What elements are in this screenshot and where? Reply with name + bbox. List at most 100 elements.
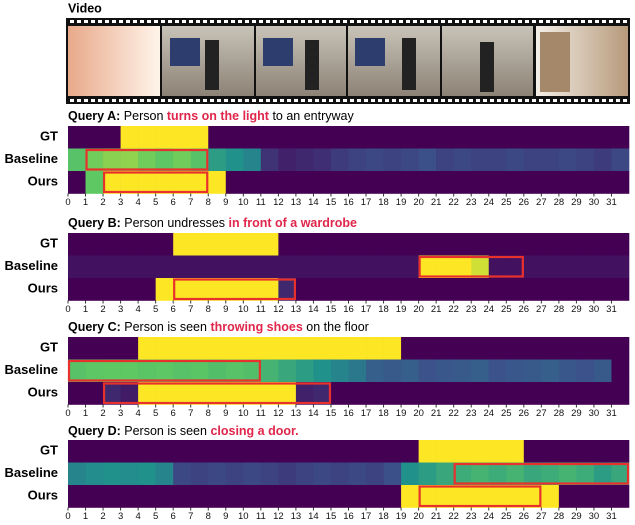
heatmap-cell	[523, 148, 542, 172]
heatmap-cell	[523, 382, 542, 405]
heatmap-cell	[541, 485, 560, 508]
heatmap-cell	[593, 462, 612, 486]
heatmap-cell	[383, 462, 402, 486]
heatmap-cell	[436, 148, 454, 172]
heatmap-cell	[558, 255, 577, 279]
heatmap-cell	[208, 337, 227, 360]
heatmap-cell	[611, 382, 630, 405]
heatmap-cell	[225, 126, 244, 149]
heatmap-cell	[313, 337, 332, 360]
x-tick-label: 18	[378, 408, 389, 419]
heatmap-cell	[401, 233, 419, 256]
heatmap-cell	[488, 337, 507, 360]
heatmap-cell	[593, 440, 612, 463]
x-tick-label: 24	[483, 197, 494, 208]
heatmap-cell	[611, 171, 630, 194]
x-tick-label: 31	[606, 408, 617, 419]
heatmap-cell	[260, 440, 279, 463]
heatmap-cell	[103, 462, 121, 486]
x-tick-label: 3	[118, 511, 123, 522]
heatmap-cell	[523, 485, 542, 508]
x-tick-label: 17	[361, 304, 372, 315]
x-tick-label: 31	[606, 197, 617, 208]
heatmap-cell	[243, 233, 262, 256]
x-tick-label: 4	[135, 304, 140, 315]
heatmap-cell	[558, 337, 577, 360]
heatmap-cell	[541, 382, 560, 405]
heatmap-cell	[506, 278, 525, 301]
heatmap-cell	[541, 255, 560, 279]
heatmap-cell	[85, 171, 104, 194]
heatmap-cell	[523, 171, 542, 194]
heatmap-cell	[418, 359, 437, 383]
row-label: GT	[40, 129, 58, 144]
query-title-part: Person is seen	[121, 320, 211, 334]
heatmap-cell	[383, 126, 402, 149]
heatmap-cell	[488, 382, 507, 405]
heatmap-cell	[330, 148, 349, 172]
prediction-box	[418, 255, 524, 278]
x-tick-label: 12	[273, 304, 284, 315]
heatmap-cell	[120, 278, 139, 301]
x-tick-label: 1	[83, 511, 88, 522]
heatmap-cell	[523, 255, 542, 279]
heatmap-cell	[243, 148, 262, 172]
heatmap-cell	[225, 255, 244, 279]
x-tick-label: 3	[118, 304, 123, 315]
heatmap-cell	[138, 359, 156, 383]
x-tick-label: 2	[100, 511, 105, 522]
heatmap-cell	[190, 233, 209, 256]
heatmap-cell	[68, 462, 86, 486]
prediction-box	[173, 278, 297, 301]
heatmap-cell	[506, 462, 525, 486]
heatmap-cell	[576, 255, 595, 279]
heatmap-cell	[471, 359, 490, 383]
heatmap-cell	[506, 233, 525, 256]
x-tick-label: 14	[308, 197, 319, 208]
heatmap-cell	[558, 126, 577, 149]
heatmap-cell	[190, 440, 209, 463]
x-tick-label: 30	[589, 511, 600, 522]
x-tick-label: 2	[100, 304, 105, 315]
x-tick-label: 3	[118, 408, 123, 419]
heatmap-cell	[436, 171, 454, 194]
heatmap-cell	[85, 278, 104, 301]
heatmap-cell	[593, 126, 612, 149]
heatmap-cell	[260, 148, 279, 172]
prediction-box	[453, 462, 630, 485]
x-tick-label: 8	[206, 511, 211, 522]
heatmap-cell	[225, 440, 244, 463]
heatmap-cell	[401, 485, 419, 508]
heatmap-cell	[278, 485, 297, 508]
heatmap-cell	[558, 440, 577, 463]
heatmap-cell	[436, 255, 454, 279]
x-tick-label: 29	[571, 304, 582, 315]
x-tick-label: 13	[291, 408, 302, 419]
heatmap-cell	[593, 233, 612, 256]
heatmap-cell	[383, 148, 402, 172]
heatmap-cell	[348, 148, 367, 172]
heatmap-cell	[401, 382, 419, 405]
heatmap-cell	[366, 233, 384, 256]
x-tick-label: 11	[256, 304, 266, 315]
x-tick-label: 8	[206, 197, 211, 208]
x-tick-label: 29	[571, 408, 582, 419]
heatmap-cell	[313, 233, 332, 256]
heatmap-cell	[366, 440, 384, 463]
x-tick-label: 19	[396, 197, 407, 208]
x-tick-label: 29	[571, 511, 582, 522]
heatmap-cell	[418, 278, 437, 301]
heatmap-cell	[330, 485, 349, 508]
query-title-part: turns on the light	[167, 109, 270, 123]
row-label: Baseline	[5, 465, 58, 480]
x-tick-label: 4	[135, 197, 140, 208]
heatmap-cell	[85, 255, 104, 279]
heatmap-cell	[243, 126, 262, 149]
heatmap-cell	[225, 462, 244, 486]
heatmap-cell	[348, 440, 367, 463]
heatmap-cell	[418, 382, 437, 405]
heatmap-cell	[576, 278, 595, 301]
video-label: Video	[68, 1, 102, 15]
query-title-part: closing a door.	[210, 424, 298, 438]
